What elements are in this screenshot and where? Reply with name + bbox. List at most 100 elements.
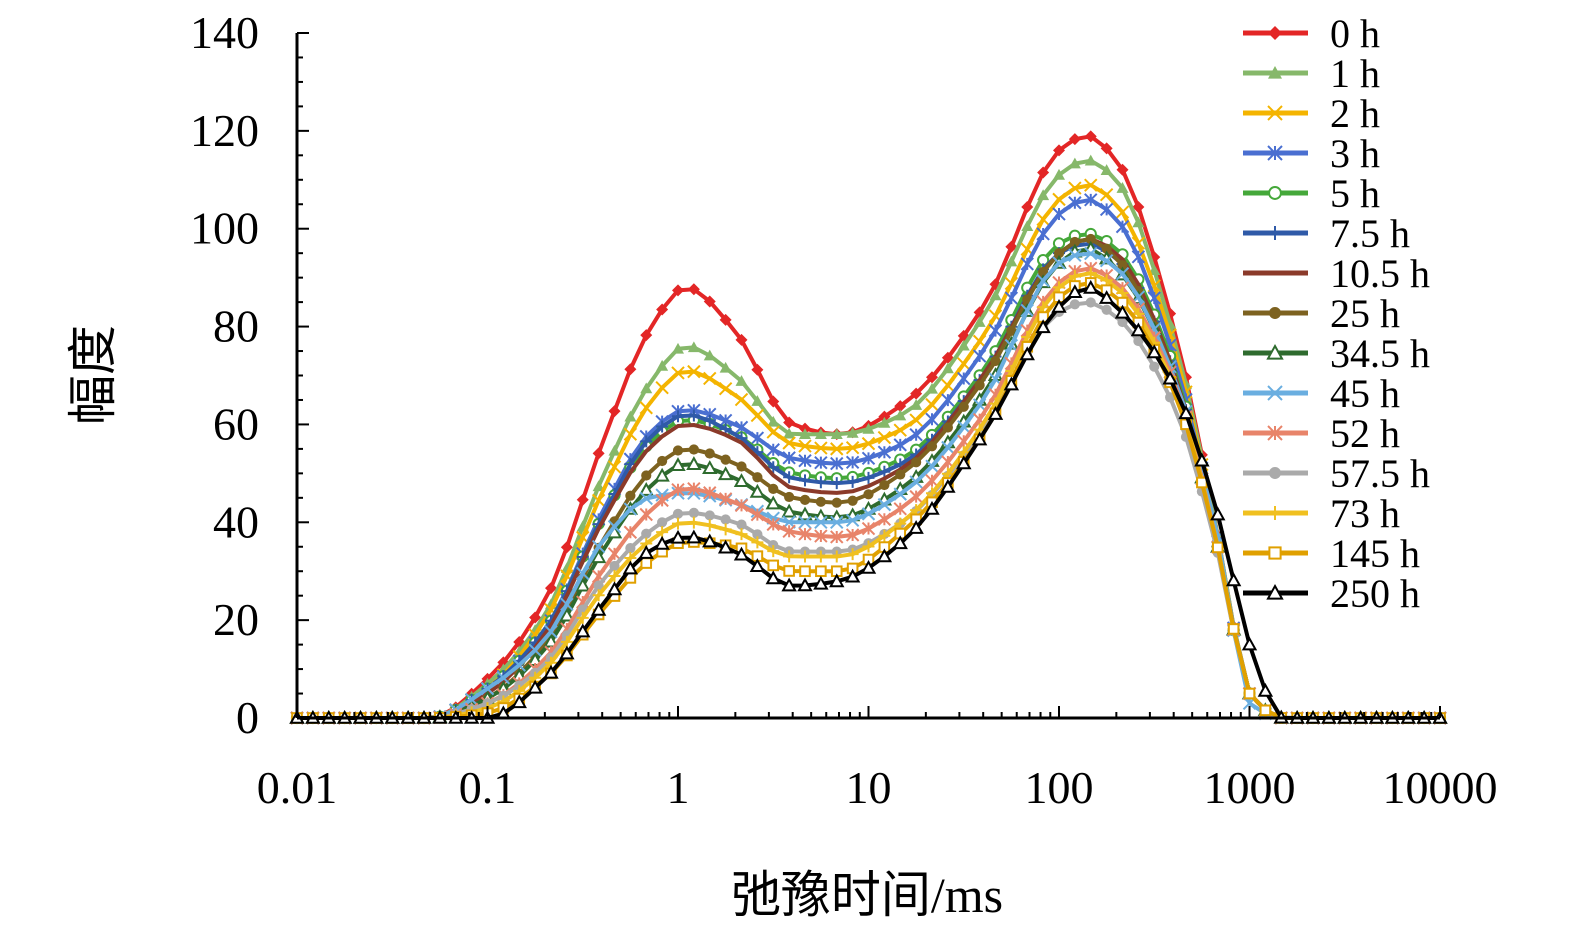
series-point: [1098, 290, 1115, 304]
series-point: [655, 493, 669, 508]
series-point: [1085, 297, 1096, 308]
series-point: [607, 547, 622, 561]
series-point: [972, 334, 987, 349]
series-point: [844, 568, 861, 583]
series-point: [989, 289, 1002, 301]
legend-marker: [1266, 583, 1284, 600]
series-point: [799, 565, 811, 578]
y-tick-label: 40: [213, 496, 259, 547]
series-point: [957, 420, 971, 434]
series-point: [529, 611, 542, 624]
series-point: [971, 431, 988, 446]
series-point: [672, 508, 684, 519]
legend-label: 52 h: [1330, 411, 1400, 456]
y-tick-label: 60: [213, 398, 259, 449]
series-point: [1116, 182, 1129, 193]
series-point: [703, 414, 716, 427]
legend-entry: 7.5 h: [1243, 211, 1410, 256]
series-point: [940, 478, 956, 493]
series-point: [703, 295, 716, 308]
series-point: [926, 371, 938, 384]
series-point: [1132, 200, 1145, 213]
series-point: [718, 381, 733, 396]
legend-entry: 3 h: [1243, 131, 1380, 176]
series-point: [941, 393, 955, 407]
series-point: [576, 611, 589, 624]
series-point: [1005, 255, 1018, 267]
series-point: [543, 664, 559, 679]
series-point: [910, 387, 923, 400]
series-point: [1068, 248, 1082, 263]
series-point: [1178, 405, 1194, 420]
series-point: [733, 473, 750, 487]
series-point: [672, 517, 684, 530]
series-point: [1020, 257, 1034, 271]
series-point: [639, 507, 653, 522]
series-point: [576, 493, 589, 506]
series-point: [702, 460, 718, 474]
series-point: [480, 681, 495, 696]
x-tick-label: 1: [667, 762, 690, 813]
series-point: [814, 428, 827, 440]
series-point: [958, 401, 969, 412]
series-point: [814, 550, 827, 563]
legend-label: 10.5 h: [1330, 251, 1430, 296]
legend-marker: [1267, 105, 1283, 121]
series-point: [830, 428, 843, 440]
series-point: [672, 445, 684, 456]
series-point: [1130, 322, 1147, 337]
series-point: [751, 395, 764, 406]
series-point: [654, 535, 670, 550]
series-point: [1196, 476, 1208, 489]
series-point: [703, 519, 716, 532]
series-point: [942, 422, 953, 433]
series-point: [797, 506, 813, 521]
series-point: [878, 465, 891, 478]
legend-entry: 145 h: [1243, 531, 1420, 576]
series-point: [1069, 236, 1080, 248]
series-layer: [289, 130, 1448, 725]
series-point: [1225, 572, 1242, 587]
y-tick-label: 120: [190, 105, 259, 156]
series-point: [1100, 274, 1113, 287]
series-point: [846, 427, 859, 438]
series-point: [607, 460, 622, 474]
series-point: [846, 475, 859, 488]
series-point: [957, 357, 971, 371]
series-point: [671, 483, 685, 497]
series-point: [592, 589, 605, 602]
series-point: [687, 341, 700, 353]
series-point: [814, 455, 828, 470]
series-point: [750, 408, 765, 423]
series-point: [1085, 233, 1096, 245]
series-point: [877, 512, 892, 527]
y-tick-label: 20: [213, 594, 259, 645]
series-point: [1132, 216, 1145, 228]
series-point: [893, 487, 907, 501]
series-point: [656, 359, 669, 371]
legend-entry: 10.5 h: [1243, 251, 1430, 296]
series-point: [657, 455, 668, 467]
series-point: [863, 489, 874, 500]
series-point: [719, 313, 732, 326]
series-point: [957, 339, 970, 351]
legend-marker: [1268, 66, 1282, 79]
series-point: [1243, 687, 1256, 700]
series-point: [845, 513, 860, 527]
series-point: [640, 329, 653, 342]
series-point: [1003, 376, 1020, 391]
series-point: [988, 323, 1003, 338]
series-point: [767, 461, 780, 474]
series-point: [1100, 164, 1113, 175]
legend-label: 5 h: [1330, 171, 1380, 216]
series-point: [1053, 168, 1065, 180]
series-point: [622, 560, 639, 575]
series-point: [752, 529, 763, 540]
series-point: [893, 502, 907, 516]
series-point: [719, 361, 732, 373]
series-point: [1004, 338, 1019, 353]
series-point: [1067, 284, 1083, 299]
x-tick-label: 1000: [1204, 762, 1296, 813]
legend-marker: [1268, 186, 1282, 200]
series-point: [1084, 178, 1098, 192]
